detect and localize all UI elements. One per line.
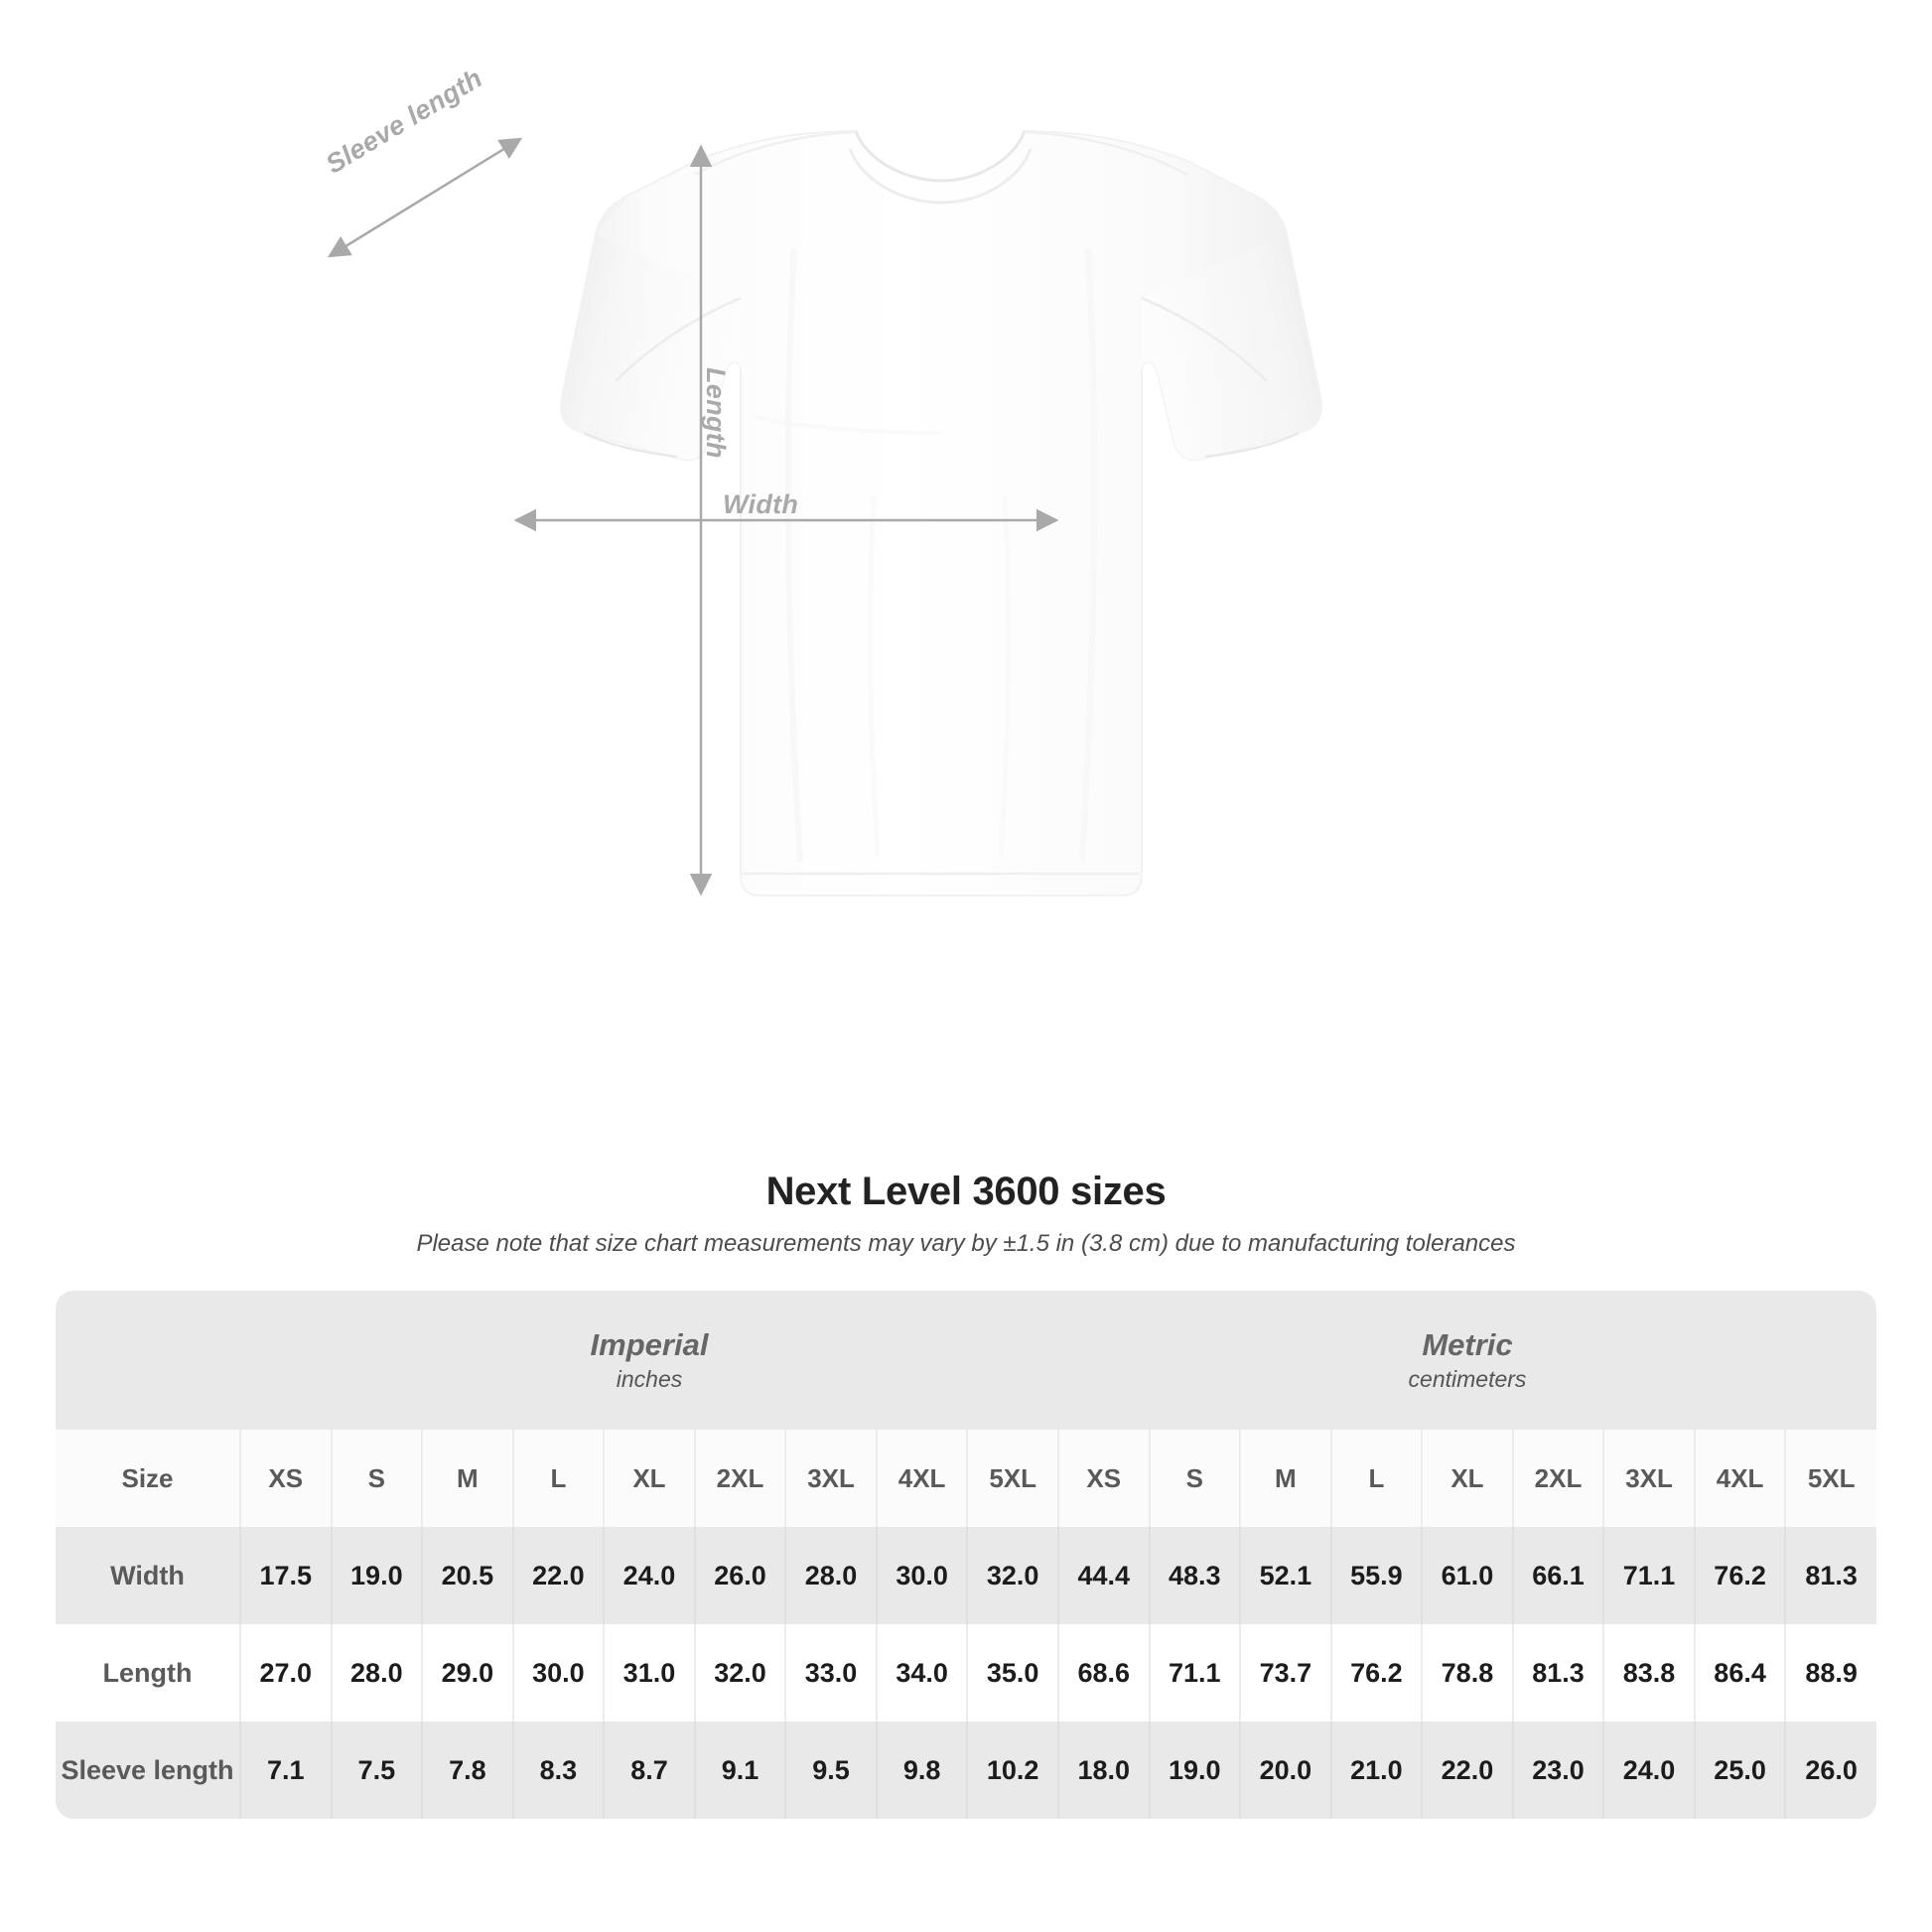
measurement-cell: 18.0 [1056, 1722, 1150, 1819]
measurement-cell: 35.0 [966, 1624, 1058, 1722]
size-header-cell: 4XL [1693, 1430, 1786, 1527]
measurement-cell: 61.0 [1421, 1527, 1513, 1624]
measurement-cell: 22.0 [1421, 1722, 1513, 1819]
unit-group-name: Metric [1422, 1326, 1513, 1362]
unit-row-spacer [56, 1291, 240, 1430]
row-label: Width [56, 1527, 240, 1624]
measurement-cell: 76.2 [1693, 1527, 1786, 1624]
measurement-cell: 7.8 [421, 1722, 513, 1819]
measurement-cell: 28.0 [784, 1527, 877, 1624]
size-header-cell: M [1239, 1430, 1331, 1527]
tolerance-note: Please note that size chart measurements… [416, 1230, 1516, 1257]
unit-group-metric: Metric centimeters [1057, 1291, 1876, 1430]
measurement-cell: 83.8 [1602, 1624, 1695, 1722]
measurement-cell: 29.0 [421, 1624, 513, 1722]
page-title: Next Level 3600 sizes [765, 1170, 1167, 1213]
measurement-cell: 81.3 [1511, 1624, 1604, 1722]
size-header-cell: 5XL [1784, 1430, 1876, 1527]
garment-illustration: Sleeve length Length Width [321, 63, 1322, 897]
size-header-cell: 2XL [693, 1430, 786, 1527]
size-header-cell: M [421, 1430, 513, 1527]
measurement-cell: 44.4 [1056, 1527, 1150, 1624]
unit-group-imperial: Imperial inches [240, 1291, 1058, 1430]
size-header-cell: XL [603, 1430, 695, 1527]
measurement-cell: 26.0 [1784, 1722, 1876, 1819]
size-header-row: Size XS S M L XL 2XL 3XL 4XL 5XL XS S M L XL 2XL 3XL 4XL 5… [56, 1430, 1876, 1527]
measurement-cell: 24.0 [603, 1527, 695, 1624]
measurement-cell: 55.9 [1329, 1527, 1423, 1624]
size-header-cell: 3XL [784, 1430, 877, 1527]
measurement-cell: 9.8 [875, 1722, 968, 1819]
measurement-cell: 68.6 [1056, 1624, 1150, 1722]
measurement-arrows [327, 137, 1059, 897]
measurement-cell: 10.2 [966, 1722, 1058, 1819]
size-header-cell: XS [1056, 1430, 1150, 1527]
measurement-cell: 52.1 [1239, 1527, 1331, 1624]
size-header-cell: L [511, 1430, 605, 1527]
measurement-cell: 71.1 [1602, 1527, 1695, 1624]
size-header-cell: S [330, 1430, 423, 1527]
unit-group-name: Imperial [590, 1326, 709, 1362]
measurement-cell: 24.0 [1602, 1722, 1695, 1819]
measurement-cell: 26.0 [693, 1527, 786, 1624]
measurement-cell: 7.5 [330, 1722, 423, 1819]
unit-group-row: Imperial inches Metric centimeters [56, 1291, 1876, 1430]
size-table: Imperial inches Metric centimeters Size XS S M L… [56, 1291, 1876, 1819]
measurement-cell: 20.5 [421, 1527, 513, 1624]
measurement-cell: 76.2 [1329, 1624, 1423, 1722]
measurement-cell: 73.7 [1239, 1624, 1331, 1722]
measurement-cell: 33.0 [784, 1624, 877, 1722]
title-block: Next Level 3600 sizes Please note that s… [0, 1170, 1932, 1258]
measurement-cell: 71.1 [1148, 1624, 1241, 1722]
unit-group-subtitle: inches [616, 1366, 683, 1393]
measurement-cell: 8.3 [511, 1722, 605, 1819]
measurement-cell: 19.0 [330, 1527, 423, 1624]
measurement-cell: 21.0 [1329, 1722, 1423, 1819]
sleeve-length-arrow [327, 137, 523, 258]
measurement-cell: 25.0 [1693, 1722, 1786, 1819]
measurement-cell: 22.0 [511, 1527, 605, 1624]
measurement-cell: 7.1 [239, 1722, 332, 1819]
row-label: Sleeve length [56, 1722, 240, 1819]
unit-group-subtitle: centimeters [1408, 1366, 1527, 1393]
size-header-cell: XL [1421, 1430, 1513, 1527]
size-table-wrapper: Imperial inches Metric centimeters Size XS S M L… [56, 1291, 1876, 1819]
measurement-cell: 30.0 [875, 1527, 968, 1624]
measurement-cell: 28.0 [330, 1624, 423, 1722]
measurement-cell: 9.1 [693, 1722, 786, 1819]
measurement-cell: 78.8 [1421, 1624, 1513, 1722]
size-header-cell: 4XL [875, 1430, 968, 1527]
size-header-cell: 2XL [1511, 1430, 1604, 1527]
measurement-cell: 17.5 [239, 1527, 332, 1624]
size-header-cell: 5XL [966, 1430, 1058, 1527]
length-label: Length [701, 367, 731, 459]
table-row: Sleeve length 7.1 7.5 7.8 8.3 8.7 9.1 9.5 9.8 10.… [56, 1722, 1876, 1819]
size-column-header: Size [56, 1430, 240, 1527]
size-header-cell: XS [239, 1430, 332, 1527]
table-row: Length 27.0 28.0 29.0 30.0 31.0 32.0 33.0 34.0 35… [56, 1624, 1876, 1722]
measurement-cell: 32.0 [693, 1624, 786, 1722]
table-row: Width 17.5 19.0 20.5 22.0 24.0 26.0 28.0 30.0 32.… [56, 1527, 1876, 1624]
measurement-cell: 30.0 [511, 1624, 605, 1722]
measurement-cell: 66.1 [1511, 1527, 1604, 1624]
measurement-cell: 9.5 [784, 1722, 877, 1819]
measurement-cell: 20.0 [1239, 1722, 1331, 1819]
size-header-cell: S [1148, 1430, 1241, 1527]
measurement-cell: 27.0 [239, 1624, 332, 1722]
measurement-cell: 19.0 [1148, 1722, 1241, 1819]
size-header-cell: L [1329, 1430, 1423, 1527]
size-header-cell: 3XL [1602, 1430, 1695, 1527]
measurement-cell: 8.7 [603, 1722, 695, 1819]
width-label: Width [723, 489, 799, 519]
measurement-cell: 86.4 [1693, 1624, 1786, 1722]
measurement-cell: 81.3 [1784, 1527, 1876, 1624]
measurement-cell: 32.0 [966, 1527, 1058, 1624]
measurement-cell: 31.0 [603, 1624, 695, 1722]
measurement-cell: 23.0 [1511, 1722, 1604, 1819]
measurement-cell: 34.0 [875, 1624, 968, 1722]
measurement-cell: 88.9 [1784, 1624, 1876, 1722]
row-label: Length [56, 1624, 240, 1722]
measurement-cell: 48.3 [1148, 1527, 1241, 1624]
